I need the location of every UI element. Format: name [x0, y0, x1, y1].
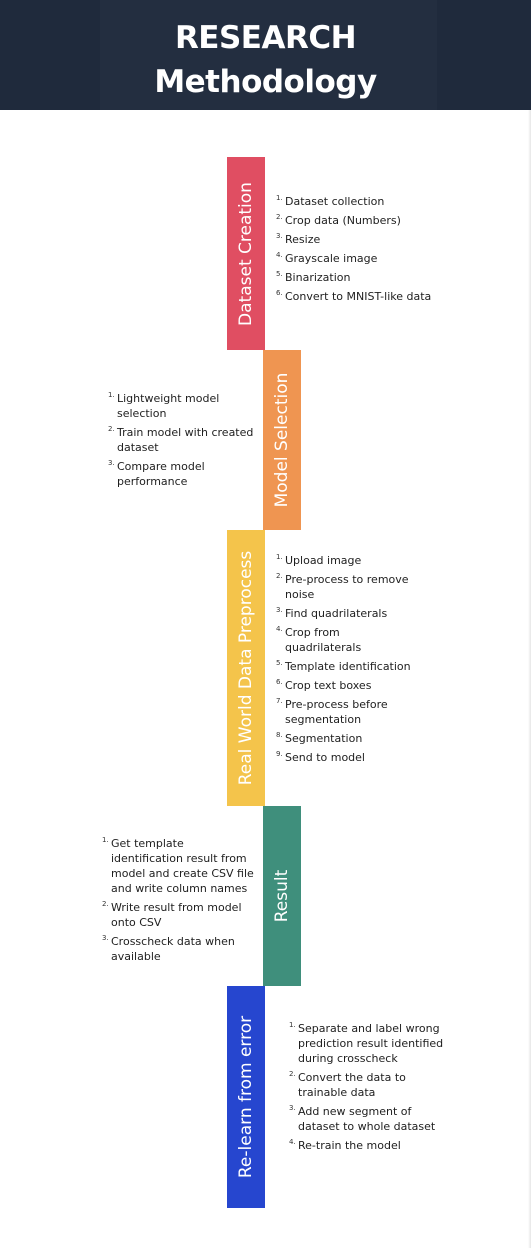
header-panel — [100, 0, 437, 110]
list-item: 4. Grayscale image — [276, 251, 378, 265]
page-header: RESEARCH Methodology — [0, 0, 531, 110]
list-item: 8. Segmentation — [276, 731, 363, 745]
stage-bar-relearn: Re-learn from error — [227, 986, 265, 1208]
stage-label-model-selection: Model Selection — [272, 372, 292, 508]
stage-bar-real-world-preprocess: Real World Data Preprocess — [227, 530, 265, 806]
list-item: 3. Add new segment of dataset to whole da… — [289, 1104, 436, 1133]
stage-steps-dataset-creation: 1. Dataset collection 2. Crop data (Number… — [276, 194, 476, 308]
stage-bar-model-selection: Model Selection — [263, 350, 301, 530]
list-item: 2. Pre-process to remove noise — [276, 572, 409, 601]
list-item: 2. Write result from model onto CSV — [102, 900, 242, 929]
stage-bar-result: Result — [263, 806, 301, 986]
stage-steps-result: 1. Get template identification result fro… — [102, 836, 259, 968]
list-item: 2. Convert the data to trainable data — [289, 1070, 406, 1099]
page-title-line-2: Methodology — [154, 64, 377, 100]
list-item: 3. Compare model performance — [108, 459, 205, 488]
list-item: 9. Send to model — [276, 750, 365, 764]
list-item: 6. Convert to MNIST-like data — [276, 289, 432, 303]
stage-label-real-world-preprocess: Real World Data Preprocess — [236, 550, 256, 786]
page-edge-shadow — [528, 110, 531, 1248]
page-title-line-1: RESEARCH — [174, 20, 357, 56]
list-item: 4. Re-train the model — [289, 1138, 401, 1152]
list-item: 1. Dataset collection — [276, 194, 385, 208]
stage-label-dataset-creation: Dataset Creation — [236, 181, 256, 326]
list-item: 5. Template identification — [276, 659, 411, 673]
stage-steps-model-selection: 1. Lightweight model selection 2. Train mo… — [108, 391, 258, 493]
list-item: 2. Crop data (Numbers) — [276, 213, 401, 227]
stage-label-relearn: Re-learn from error — [236, 1015, 256, 1179]
list-item: 3. Resize — [276, 232, 321, 246]
stage-label-result: Result — [272, 869, 292, 923]
list-item: 5. Binarization — [276, 270, 351, 284]
list-item: 1. Get template identification result fro… — [102, 836, 254, 895]
list-item: 7. Pre-process before segmentation — [276, 697, 388, 726]
list-item: 6. Crop text boxes — [276, 678, 372, 692]
list-item: 2. Train model with created dataset — [108, 425, 254, 454]
list-item: 1. Upload image — [276, 553, 362, 567]
list-item: 1. Separate and label wrong prediction re… — [289, 1021, 444, 1065]
list-item: 3. Crosscheck data when available — [102, 934, 235, 963]
list-item: 3. Find quadrilaterals — [276, 606, 388, 620]
list-item: 1. Lightweight model selection — [108, 391, 220, 420]
stage-bar-dataset-creation: Dataset Creation — [227, 157, 265, 350]
list-item: 4. Crop from quadrilaterals — [276, 625, 362, 654]
stage-steps-real-world-preprocess: 1. Upload image 2. Pre-process to remove n… — [276, 553, 416, 769]
stage-steps-relearn: 1. Separate and label wrong prediction re… — [289, 1021, 444, 1157]
